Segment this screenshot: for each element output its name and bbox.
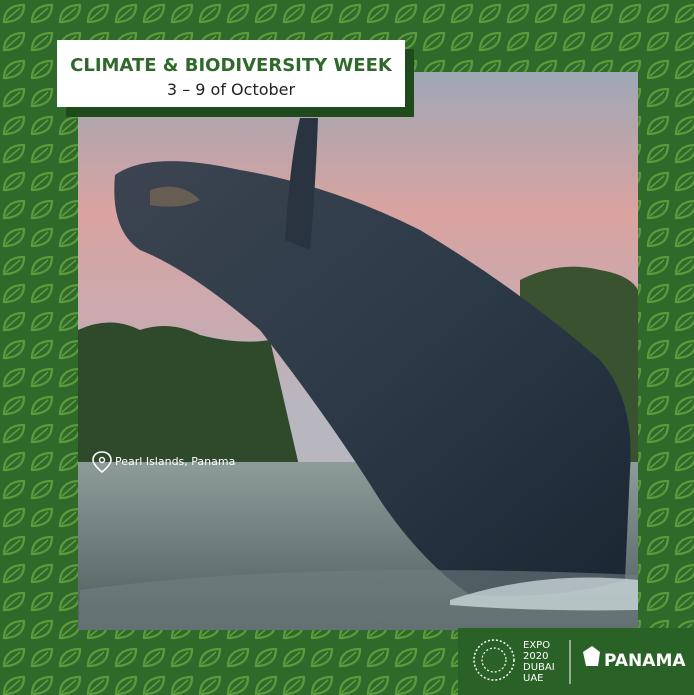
expo-logo <box>473 639 515 681</box>
expo-text: UAE <box>523 673 543 684</box>
title: CLIMATE & BIODIVERSITY WEEK <box>70 55 393 76</box>
expo-text: EXPO <box>523 640 550 651</box>
expo-text: 2020 <box>523 651 548 662</box>
title-box <box>57 40 405 107</box>
dates: 3 – 9 of October <box>167 80 296 99</box>
panama-text: PANAMA <box>604 651 686 671</box>
location-pin <box>92 451 112 474</box>
expo-text: DUBAI <box>523 662 555 673</box>
logo-band <box>458 628 694 695</box>
photo <box>78 72 638 630</box>
location: Pearl Islands, Panama <box>115 455 235 468</box>
panama-emblem <box>583 646 600 666</box>
